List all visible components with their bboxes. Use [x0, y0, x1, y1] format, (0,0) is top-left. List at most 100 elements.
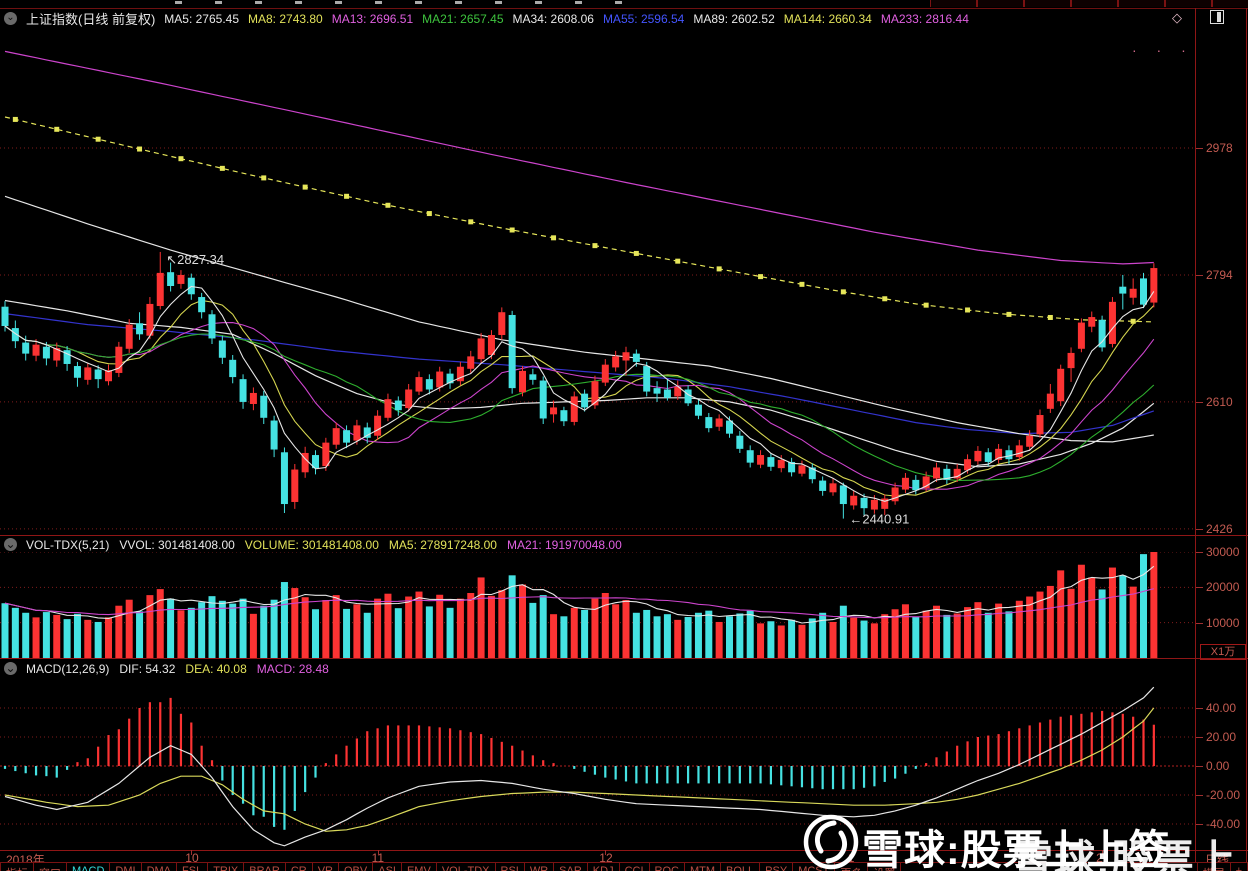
more-dots-icon[interactable]: · · · [1132, 42, 1194, 58]
tab-dmi[interactable]: DMI [110, 862, 142, 871]
header-value: VOLUME: 301481408.00 [244, 537, 379, 552]
tab-cci[interactable]: CCI [619, 862, 650, 871]
divider [0, 535, 1248, 536]
header-value: MA21: 191970048.00 [506, 537, 622, 552]
macd-axis-label: -20.00 [1206, 788, 1241, 802]
tab-fsl[interactable]: FSL [177, 862, 209, 871]
xueqiu-logo-icon [803, 814, 859, 870]
axis-tick [1196, 737, 1203, 738]
macd-axis-label: 20.00 [1206, 730, 1237, 744]
header-value: MACD(12,26,9) [26, 661, 110, 676]
toolbar-remnant [495, 1, 502, 4]
diamond-icon[interactable]: ◇ [1172, 10, 1182, 25]
price-axis-label: 2978 [1206, 141, 1233, 155]
tab-kdj[interactable]: KDJ [587, 862, 620, 871]
toolbar-button-cutoff[interactable] [977, 0, 1024, 7]
toolbar-remnant [375, 1, 382, 4]
watermark-text: 雪球:股票上上签 [862, 827, 1171, 871]
tab-cr[interactable]: CR [285, 862, 313, 871]
ma-value-ma34: MA34: 2608.06 [512, 11, 594, 26]
axis-tick [1196, 528, 1203, 530]
toolbar-button-cutoff[interactable] [1118, 0, 1165, 7]
axis-tick [1196, 274, 1203, 276]
toolbar-button-cutoff[interactable] [930, 0, 977, 7]
candlestick-chart[interactable]: ↖2827.34 ←2440.91 [0, 28, 1195, 535]
tab-macd[interactable]: MACD [67, 862, 111, 871]
tab-emv[interactable]: EMV [401, 862, 437, 871]
tab-横屏[interactable]: 横屏 [1197, 862, 1231, 871]
date-label: 10 [185, 851, 199, 865]
indicator-tabbar: 指标窗口MACDDMIDMAFSLTRIXBRARCRVROBVASIEMVVO… [0, 862, 1248, 871]
ma-value-ma144: MA144: 2660.34 [783, 11, 872, 26]
tab-brar[interactable]: BRAR [244, 862, 286, 871]
tab-窗口[interactable]: 窗口 [34, 862, 67, 871]
ma-value-ma55: MA55: 2596.54 [602, 11, 685, 26]
ma-value-ma13: MA13: 2696.51 [331, 11, 414, 26]
volume-chart[interactable] [0, 552, 1195, 658]
tab-+[interactable]: + [1230, 862, 1248, 871]
date-label: 12 [599, 851, 613, 865]
volume-header: ⌄ VOL-TDX(5,21) VVOL: 301481408.00 VOLUME:… [0, 536, 1198, 553]
axis-tick [1196, 708, 1203, 709]
tab-vol-tdx[interactable]: VOL-TDX [436, 862, 496, 871]
date-label: 11 [371, 851, 385, 865]
tab-指标[interactable]: 指标 [0, 862, 34, 871]
header-value: VVOL: 301481408.00 [119, 537, 235, 552]
axis-tick [1196, 766, 1203, 767]
toolbar-button-cutoff[interactable] [1212, 0, 1248, 7]
price-annotation: ←2440.91 [849, 512, 909, 527]
header-value: DIF: 54.32 [119, 661, 176, 676]
panel-toggle-icon[interactable] [1210, 10, 1224, 24]
toolbar-button-cutoff[interactable] [1024, 0, 1071, 7]
tab-spacer [901, 862, 1198, 871]
collapse-main-icon[interactable]: ⌄ [4, 12, 17, 25]
axis-tick [1196, 587, 1203, 589]
tab-mtm[interactable]: MTM [684, 862, 722, 871]
toolbar-remnant [615, 1, 622, 4]
ma-value-ma233: MA233: 2816.44 [880, 11, 969, 26]
tab-设置[interactable]: 设置 [868, 862, 902, 871]
ma-values: MA5: 2765.45 MA8: 2743.80 MA13: 2696.51 MA2… [164, 10, 978, 28]
toolbar-button-cutoff[interactable] [1165, 0, 1212, 7]
header-value: DEA: 40.08 [185, 661, 247, 676]
header-value: VOL-TDX(5,21) [26, 537, 110, 552]
macd-axis-label: 0.00 [1206, 759, 1230, 773]
divider [0, 658, 1248, 659]
toolbar-remnant [535, 1, 542, 4]
macd-axis-label: -40.00 [1206, 817, 1241, 831]
header-value: MACD: 28.48 [256, 661, 329, 676]
tab-更多[interactable]: 更多 [835, 862, 869, 871]
tab-rsi[interactable]: RSI [495, 862, 525, 871]
tab-psy[interactable]: PSY [760, 862, 794, 871]
tab-obv[interactable]: OBV [339, 862, 374, 871]
tab-roc[interactable]: ROC [649, 862, 685, 871]
toolbar-button-cutoff[interactable] [1071, 0, 1118, 7]
toolbar-remnant [415, 1, 422, 4]
macd-values: MACD(12,26,9) DIF: 54.32 DEA: 40.08 MACD: 2… [26, 662, 339, 676]
axis-tick [1196, 401, 1203, 403]
date-label: 2 [1096, 851, 1103, 865]
axis-tick [1196, 795, 1203, 796]
volume-axis-label: 20000 [1206, 580, 1240, 595]
tab-vr[interactable]: VR [312, 862, 339, 871]
tab-wr[interactable]: WR [524, 862, 555, 871]
macd-header: ⌄ MACD(12,26,9) DIF: 54.32 DEA: 40.08 MACD:… [0, 660, 1198, 677]
tab-sar[interactable]: SAR [554, 862, 588, 871]
price-annotation: ↖2827.34 [166, 252, 224, 267]
macd-chart[interactable] [0, 678, 1195, 850]
collapse-volume-icon[interactable]: ⌄ [4, 537, 17, 551]
volume-unit-label: X1万 [1200, 644, 1246, 660]
tab-dma[interactable]: DMA [141, 862, 178, 871]
axis-divider [1195, 8, 1196, 871]
tab-asi[interactable]: ASI [373, 862, 402, 871]
date-tick [1102, 850, 1104, 855]
index-title: 上证指数(日线 前复权) [26, 12, 156, 27]
price-axis-label: 2610 [1206, 394, 1233, 409]
axis-tick [1196, 552, 1203, 553]
tab-boll[interactable]: BOLL [721, 862, 761, 871]
collapse-macd-icon[interactable]: ⌄ [4, 661, 17, 675]
toolbar-remnant [455, 1, 462, 4]
tab-trix[interactable]: TRIX [208, 862, 245, 871]
axis-tick [1196, 622, 1203, 624]
